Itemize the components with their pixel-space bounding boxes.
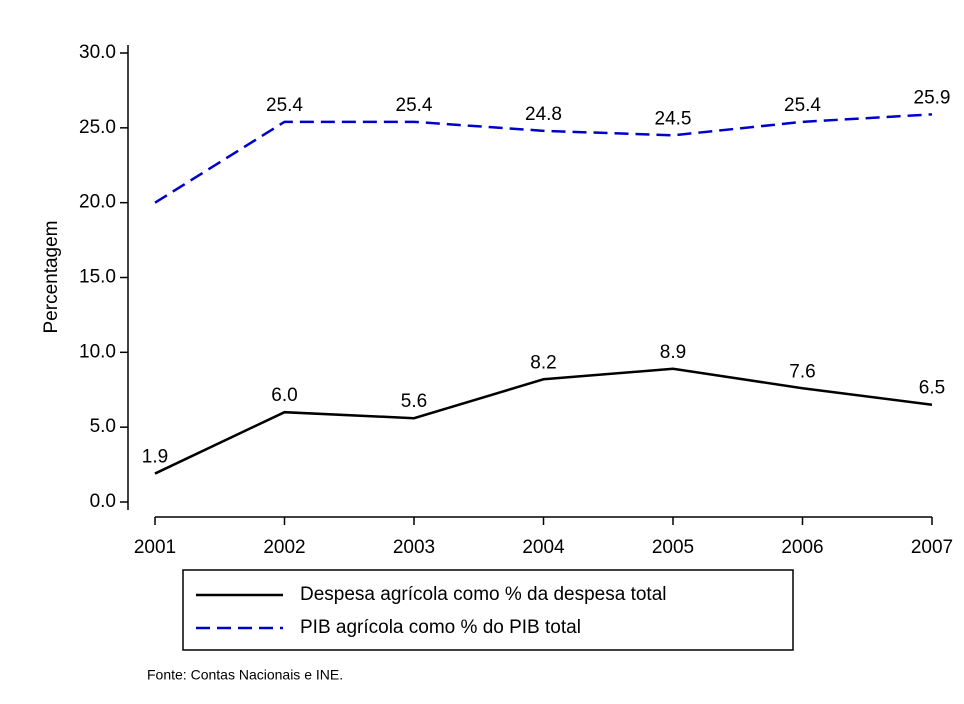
data-label: 7.6 bbox=[789, 361, 815, 382]
x-tick-label: 2001 bbox=[134, 537, 176, 558]
legend-box bbox=[182, 569, 794, 651]
data-label: 8.2 bbox=[530, 352, 556, 373]
data-label: 5.6 bbox=[401, 391, 427, 412]
x-tick-label: 2006 bbox=[781, 537, 823, 558]
line-series bbox=[154, 367, 933, 475]
data-label: 6.5 bbox=[919, 378, 945, 399]
data-label: 25.4 bbox=[784, 95, 821, 116]
x-tick-label: 2005 bbox=[652, 537, 694, 558]
data-label: 25.4 bbox=[396, 95, 433, 116]
data-label: 24.8 bbox=[525, 104, 562, 125]
x-tick-label: 2003 bbox=[393, 537, 435, 558]
data-label: 1.9 bbox=[142, 447, 168, 468]
y-tick-label: 20.0 bbox=[79, 192, 116, 213]
y-tick-label: 30.0 bbox=[79, 42, 116, 63]
line-series bbox=[154, 113, 933, 204]
data-label: 24.5 bbox=[655, 108, 692, 129]
legend-label: PIB agrícola como % do PIB total bbox=[300, 617, 581, 638]
y-axis-label: Percentagem bbox=[41, 220, 62, 333]
data-label: 8.9 bbox=[660, 342, 686, 363]
y-tick-label: 5.0 bbox=[90, 416, 116, 437]
y-tick-label: 0.0 bbox=[90, 491, 116, 512]
y-tick-label: 10.0 bbox=[79, 341, 116, 362]
y-tick-label: 25.0 bbox=[79, 117, 116, 138]
data-label: 25.4 bbox=[266, 95, 303, 116]
x-tick-label: 2002 bbox=[263, 537, 305, 558]
data-label: 6.0 bbox=[271, 385, 297, 406]
legend-label: Despesa agrícola como % da despesa total bbox=[300, 584, 667, 605]
data-label: 25.9 bbox=[914, 87, 951, 108]
source-note: Fonte: Contas Nacionais e INE. bbox=[147, 667, 343, 683]
x-tick-label: 2007 bbox=[911, 537, 953, 558]
x-tick-label: 2004 bbox=[522, 537, 565, 558]
y-tick-label: 15.0 bbox=[79, 267, 116, 288]
